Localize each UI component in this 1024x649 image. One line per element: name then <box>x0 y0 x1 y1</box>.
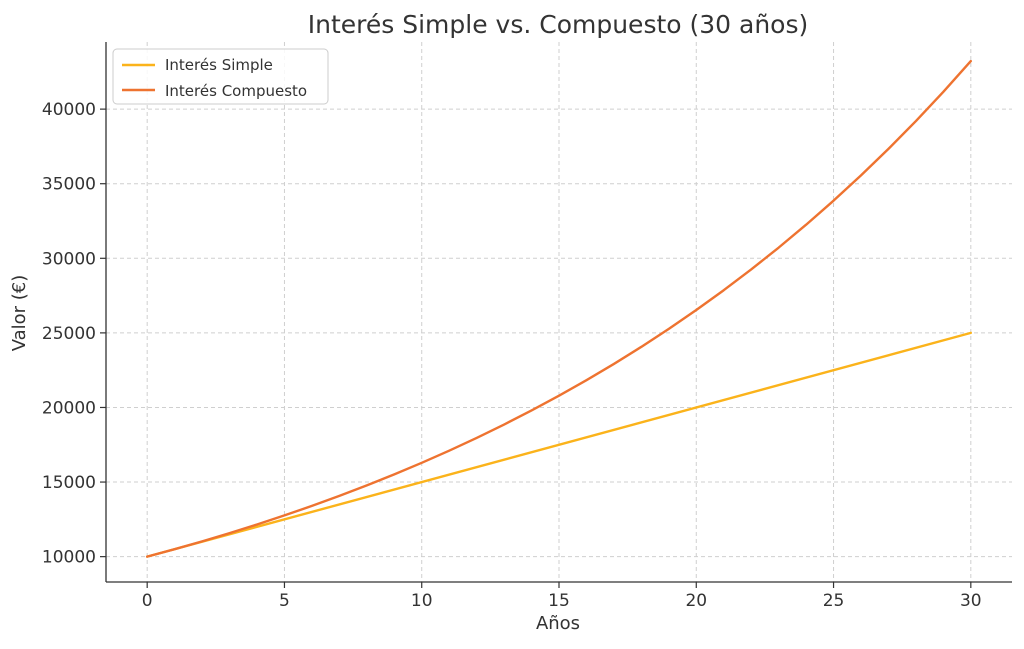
x-tick-label: 15 <box>548 591 570 611</box>
series <box>145 59 973 558</box>
y-axis-label: Valor (€) <box>9 275 30 352</box>
x-tick-label: 5 <box>279 591 290 611</box>
legend: Interés Simple Interés Compuesto <box>112 48 329 105</box>
series-line-compound <box>145 59 973 558</box>
y-tick-label: 10000 <box>42 548 96 568</box>
legend-box <box>112 48 329 105</box>
chart-title: Interés Simple vs. Compuesto (30 años) <box>308 10 809 39</box>
x-tick-label: 10 <box>411 591 433 611</box>
x-tick-label: 20 <box>685 591 707 611</box>
y-tick-label: 20000 <box>42 398 96 418</box>
x-axis-label: Años <box>536 613 580 634</box>
ticks: 0 5 10 15 20 25 30 10000 15000 20000 25000 30000 350… <box>42 100 982 611</box>
y-tick-label: 40000 <box>42 100 96 120</box>
y-tick-label: 25000 <box>42 324 96 344</box>
y-tick-label: 30000 <box>42 249 96 269</box>
y-tick-label: 35000 <box>42 175 96 195</box>
y-tick-label: 15000 <box>42 473 96 493</box>
x-tick-label: 30 <box>960 591 982 611</box>
series-line-simple <box>145 331 973 558</box>
legend-label-compound: Interés Compuesto <box>165 82 307 100</box>
legend-label-simple: Interés Simple <box>165 56 273 74</box>
x-tick-label: 0 <box>142 591 153 611</box>
grid <box>106 42 1012 582</box>
x-tick-label: 25 <box>823 591 845 611</box>
